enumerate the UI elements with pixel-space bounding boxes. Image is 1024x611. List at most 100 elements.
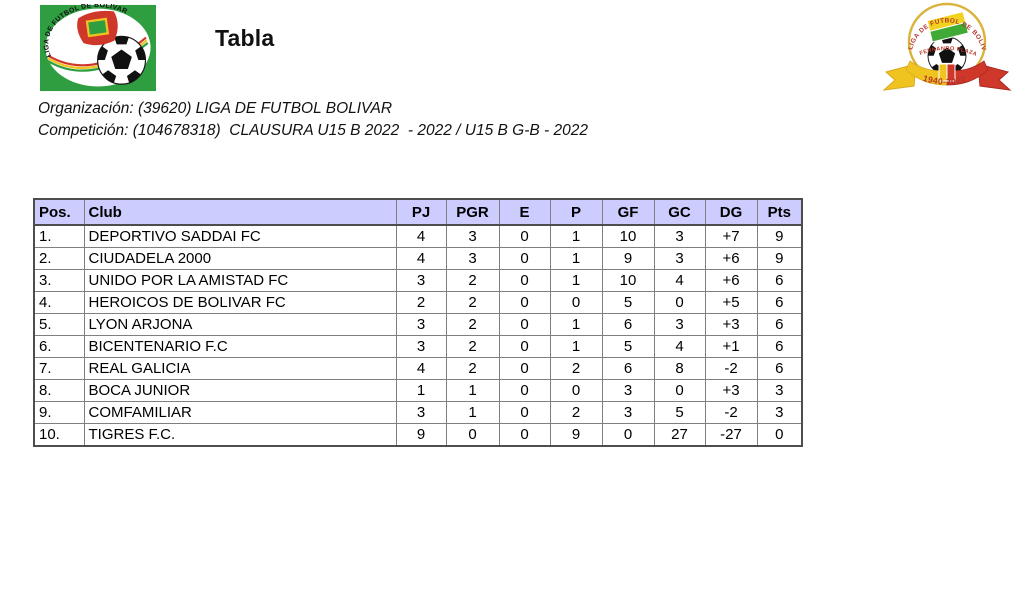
pts-cell: 6 (756, 291, 803, 314)
gf-cell: 3 (601, 379, 655, 402)
gc-cell: 4 (653, 335, 706, 358)
pts-cell: 6 (756, 357, 803, 380)
gf-cell: 3 (601, 401, 655, 424)
pj-cell: 2 (395, 291, 447, 314)
club-cell: LYON ARJONA (83, 313, 397, 336)
dg-cell: +1 (704, 335, 758, 358)
table-row: 9. COMFAMILIAR 3 1 0 2 3 5 -2 3 (33, 401, 803, 424)
gf-cell: 6 (601, 313, 655, 336)
col-header-club: Club (83, 198, 397, 226)
p-cell: 1 (549, 269, 603, 292)
pos-cell: 8. (33, 379, 85, 402)
pgr-cell: 2 (445, 357, 500, 380)
pts-cell: 6 (756, 269, 803, 292)
dg-cell: +7 (704, 224, 758, 248)
table-row: 1. DEPORTIVO SADDAI FC 4 3 0 1 10 3 +7 9 (33, 224, 803, 248)
e-cell: 0 (498, 247, 551, 270)
club-cell: CIUDADELA 2000 (83, 247, 397, 270)
e-cell: 0 (498, 313, 551, 336)
organization-line: Organización: (39620) LIGA DE FUTBOL BOL… (38, 100, 393, 117)
org-block: Organización: (39620) LIGA DE FUTBOL BOL… (38, 98, 588, 142)
p-cell: 1 (549, 335, 603, 358)
pts-cell: 9 (756, 224, 803, 248)
right-logo: FERNANDO PLAZAS LIGA DE FUTBOL DE BOLIVA… (878, 0, 1012, 91)
pj-cell: 3 (395, 313, 447, 336)
pts-cell: 0 (756, 423, 803, 447)
pj-cell: 4 (395, 224, 447, 248)
pos-cell: 2. (33, 247, 85, 270)
soccer-ball-icon (97, 35, 147, 85)
e-cell: 0 (498, 224, 551, 248)
pgr-cell: 0 (445, 423, 500, 447)
dg-cell: +5 (704, 291, 758, 314)
gf-cell: 9 (601, 247, 655, 270)
table-row: 6. BICENTENARIO F.C 3 2 0 1 5 4 +1 6 (33, 335, 803, 358)
col-header-p: P (549, 198, 603, 226)
col-header-pts: Pts (756, 198, 803, 226)
pgr-cell: 3 (445, 224, 500, 248)
table-header-row: Pos. Club PJ PGR E P GF GC DG Pts (33, 198, 803, 226)
club-cell: REAL GALICIA (83, 357, 397, 380)
pts-cell: 6 (756, 335, 803, 358)
e-cell: 0 (498, 269, 551, 292)
p-cell: 1 (549, 224, 603, 248)
gf-cell: 5 (601, 291, 655, 314)
pj-cell: 3 (395, 269, 447, 292)
pos-cell: 6. (33, 335, 85, 358)
pts-cell: 9 (756, 247, 803, 270)
gc-cell: 0 (653, 379, 706, 402)
pj-cell: 4 (395, 247, 447, 270)
pj-cell: 9 (395, 423, 447, 447)
col-header-pj: PJ (395, 198, 447, 226)
club-cell: TIGRES F.C. (83, 423, 397, 447)
competition-line: Competición: (104678318) CLAUSURA U15 B … (38, 122, 588, 139)
col-header-dg: DG (704, 198, 758, 226)
e-cell: 0 (498, 423, 551, 447)
col-header-pgr: PGR (445, 198, 500, 226)
page-title: Tabla (215, 25, 275, 51)
pos-cell: 10. (33, 423, 85, 447)
club-cell: UNIDO POR LA AMISTAD FC (83, 269, 397, 292)
pj-cell: 1 (395, 379, 447, 402)
p-cell: 1 (549, 247, 603, 270)
e-cell: 0 (498, 379, 551, 402)
table-row: 2. CIUDADELA 2000 4 3 0 1 9 3 +6 9 (33, 247, 803, 270)
club-cell: DEPORTIVO SADDAI FC (83, 224, 397, 248)
e-cell: 0 (498, 357, 551, 380)
p-cell: 0 (549, 379, 603, 402)
pgr-cell: 2 (445, 313, 500, 336)
pj-cell: 3 (395, 335, 447, 358)
table-body: 1. DEPORTIVO SADDAI FC 4 3 0 1 10 3 +7 9 2. CIUDADE… (33, 224, 803, 447)
dg-cell: -2 (704, 401, 758, 424)
p-cell: 1 (549, 313, 603, 336)
gc-cell: 8 (653, 357, 706, 380)
dg-cell: +3 (704, 313, 758, 336)
club-cell: BICENTENARIO F.C (83, 335, 397, 358)
flag-icon (926, 11, 969, 43)
soccer-ball-icon (927, 36, 967, 76)
pts-cell: 3 (756, 379, 803, 402)
table-row: 5. LYON ARJONA 3 2 0 1 6 3 +3 6 (33, 313, 803, 336)
anniversary-years-label: 1940-2022 (922, 73, 967, 87)
p-cell: 9 (549, 423, 603, 447)
pos-cell: 9. (33, 401, 85, 424)
gc-cell: 3 (653, 224, 706, 248)
p-cell: 2 (549, 401, 603, 424)
gc-cell: 4 (653, 269, 706, 292)
pos-cell: 4. (33, 291, 85, 314)
pgr-cell: 2 (445, 335, 500, 358)
standings-table: Pos. Club PJ PGR E P GF GC DG Pts 1. DEPORTIVO SAD… (33, 198, 803, 447)
table-row: 8. BOCA JUNIOR 1 1 0 0 3 0 +3 3 (33, 379, 803, 402)
dg-cell: -27 (704, 423, 758, 447)
club-cell: COMFAMILIAR (83, 401, 397, 424)
ribbon-banner-icon (905, 60, 989, 86)
col-header-e: E (498, 198, 551, 226)
pj-cell: 3 (395, 401, 447, 424)
table-row: 4. HEROICOS DE BOLIVAR FC 2 2 0 0 5 0 +5 6 (33, 291, 803, 314)
club-cell: HEROICOS DE BOLIVAR FC (83, 291, 397, 314)
gc-cell: 27 (653, 423, 706, 447)
table-row: 10. TIGRES F.C. 9 0 0 9 0 27 -27 0 (33, 423, 803, 447)
dg-cell: +3 (704, 379, 758, 402)
col-header-gf: GF (601, 198, 655, 226)
